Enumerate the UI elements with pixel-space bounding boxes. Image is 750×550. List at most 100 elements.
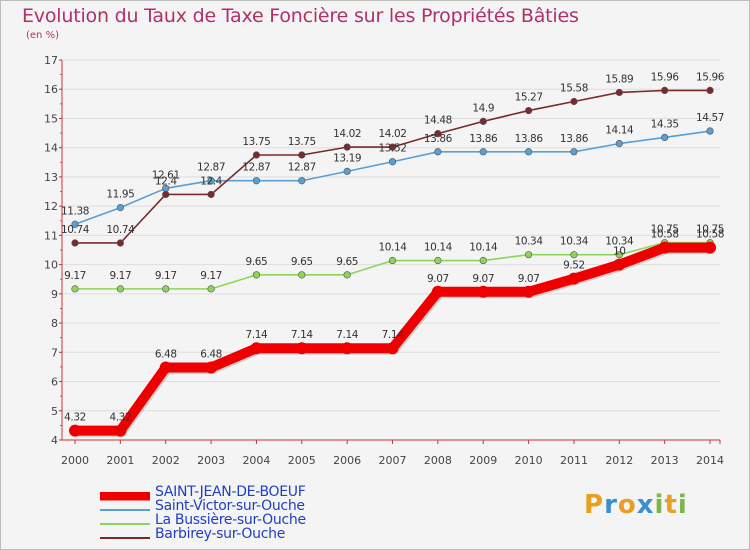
- data-label: 13.75: [288, 136, 316, 148]
- data-point: [524, 251, 533, 259]
- data-label: 14.02: [378, 128, 406, 140]
- data-point: [341, 342, 354, 355]
- data-label: 6.48: [155, 349, 177, 361]
- data-point: [613, 258, 626, 271]
- data-point: [295, 342, 308, 355]
- data-point: [114, 424, 127, 437]
- data-point: [434, 256, 442, 265]
- data-label: 9.07: [518, 273, 540, 285]
- data-point: [205, 361, 218, 374]
- data-point: [479, 256, 487, 265]
- data-label: 10.14: [424, 242, 453, 254]
- data-label: 9.07: [472, 273, 494, 285]
- data-label: 15.58: [560, 83, 588, 95]
- y-tick-label: 6: [51, 376, 58, 389]
- data-point: [661, 86, 669, 94]
- data-label: 10.74: [61, 224, 90, 236]
- data-point: [388, 158, 397, 166]
- unit-label: (en %): [26, 30, 59, 41]
- chart-title: Evolution du Taux de Taxe Foncière sur l…: [22, 5, 579, 27]
- data-point: [252, 177, 261, 185]
- x-tick-label: 2005: [288, 454, 316, 467]
- legend-swatch: [100, 509, 150, 511]
- data-point: [343, 143, 351, 151]
- x-tick-label: 2002: [152, 454, 180, 467]
- data-label: 9.17: [109, 270, 131, 282]
- data-point: [116, 239, 124, 247]
- legend-label: La Bussière-sur-Ouche: [155, 512, 306, 528]
- data-label: 7.14: [382, 329, 404, 341]
- data-label: 13.86: [515, 133, 544, 145]
- logo-letter: i: [677, 490, 688, 520]
- x-tick-label: 2014: [696, 454, 724, 467]
- legend-label: Barbirey-sur-Ouche: [155, 526, 286, 542]
- x-tick-label: 2000: [61, 454, 89, 467]
- x-tick-label: 2007: [379, 454, 407, 467]
- y-tick-label: 8: [51, 317, 58, 330]
- data-label: 15.27: [515, 92, 543, 104]
- data-label: 10.58: [696, 229, 724, 241]
- data-point: [162, 190, 170, 199]
- data-label: 13.19: [333, 152, 361, 164]
- data-label: 14.57: [696, 112, 724, 124]
- y-tick-label: 12: [44, 200, 58, 213]
- x-tick-label: 2008: [424, 454, 452, 467]
- data-point: [71, 220, 79, 228]
- data-point: [658, 241, 671, 254]
- data-point: [570, 251, 578, 259]
- logo-letter: t: [664, 490, 678, 520]
- y-tick-label: 10: [44, 259, 58, 272]
- y-tick-label: 14: [44, 142, 58, 155]
- data-label: 10.34: [560, 236, 589, 248]
- data-point: [159, 361, 172, 374]
- data-point: [434, 148, 442, 156]
- data-label: 11.38: [61, 205, 89, 217]
- data-point: [570, 97, 578, 106]
- data-point: [343, 271, 351, 279]
- x-tick-label: 2012: [605, 454, 633, 467]
- data-label: 14.35: [651, 118, 679, 130]
- data-point: [431, 285, 444, 298]
- data-label: 9.52: [563, 260, 585, 272]
- data-point: [388, 256, 397, 265]
- x-tick-label: 2004: [242, 454, 270, 467]
- data-label: 10.58: [651, 229, 679, 241]
- data-point: [479, 117, 487, 125]
- data-label: 13.52: [378, 143, 406, 155]
- y-tick-label: 11: [44, 229, 58, 242]
- data-point: [298, 151, 306, 159]
- data-point: [522, 285, 535, 298]
- x-tick-label: 2013: [651, 454, 679, 467]
- data-point: [343, 167, 351, 175]
- data-point: [250, 342, 263, 355]
- data-label: 10.75: [696, 224, 724, 236]
- legend-swatch: [100, 492, 150, 501]
- legend-label: Saint-Victor-sur-Ouche: [155, 498, 305, 514]
- data-point: [298, 271, 306, 279]
- data-label: 9.17: [64, 270, 86, 282]
- data-point: [661, 133, 669, 142]
- y-tick-label: 16: [44, 83, 58, 96]
- data-label: 10.75: [651, 224, 679, 236]
- x-tick-label: 2006: [333, 454, 361, 467]
- data-label: 12.4: [200, 175, 222, 187]
- data-label: 14.14: [605, 125, 634, 137]
- data-point: [207, 190, 215, 199]
- data-point: [615, 251, 623, 259]
- data-point: [71, 285, 79, 293]
- x-tick-label: 2009: [469, 454, 497, 467]
- data-label: 9.65: [246, 256, 268, 268]
- data-label: 11.95: [106, 189, 134, 201]
- data-label: 9.17: [155, 270, 177, 282]
- proxiti-logo: Proxiti: [584, 490, 688, 520]
- data-label: 10.14: [469, 242, 498, 254]
- legend-swatch: [100, 537, 150, 539]
- data-point: [388, 143, 397, 151]
- data-label: 9.65: [291, 256, 313, 268]
- data-label: 12.87: [197, 162, 225, 174]
- data-label: 15.89: [605, 73, 633, 85]
- y-tick-label: 7: [51, 346, 58, 359]
- data-label: 7.14: [246, 329, 268, 341]
- y-tick-label: 5: [51, 405, 58, 418]
